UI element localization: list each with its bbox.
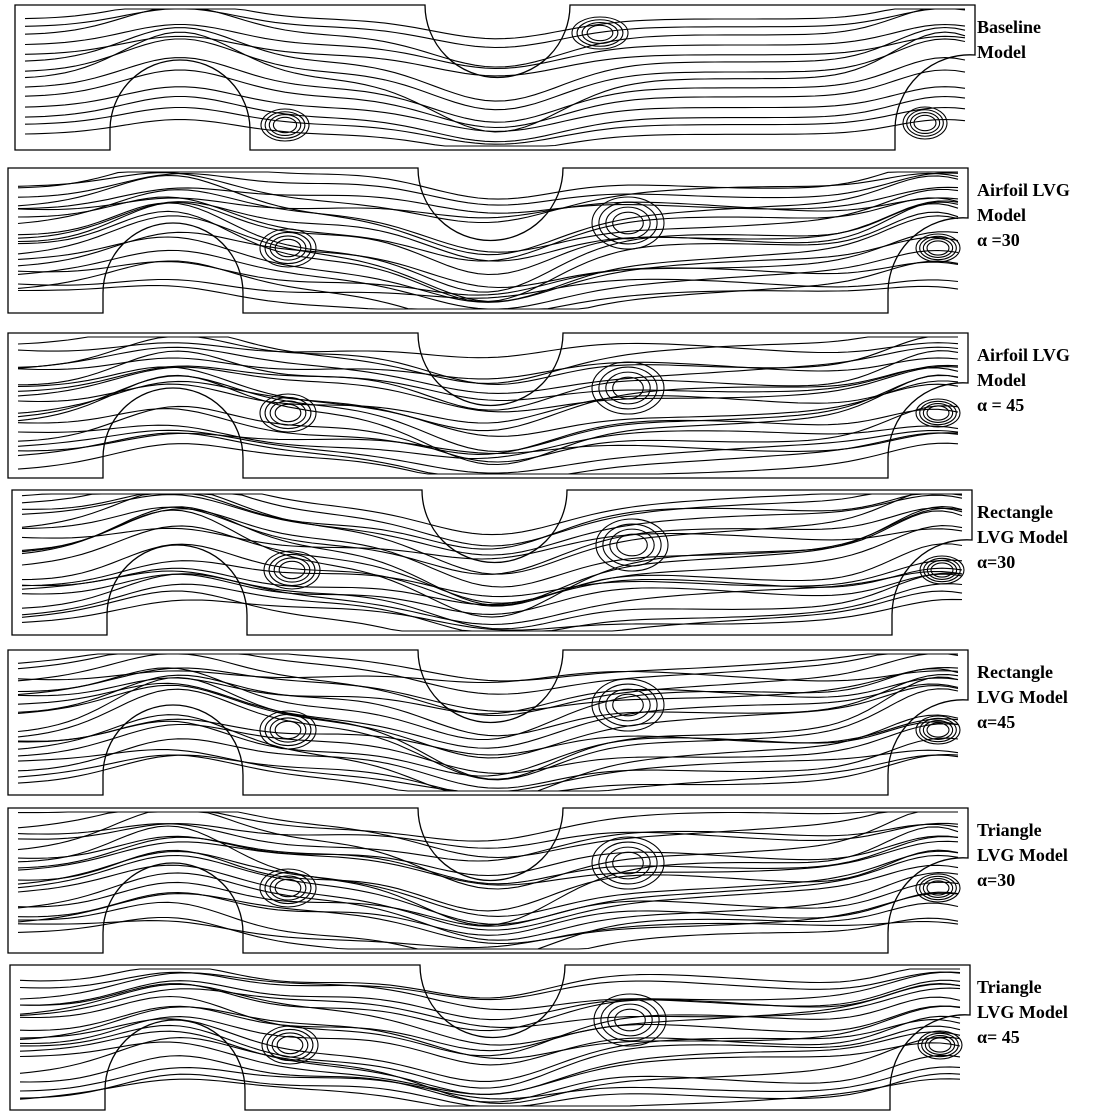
vortex [599, 367, 657, 409]
streamline [18, 262, 958, 296]
panel-label: α = 45 [977, 395, 1024, 415]
streamline [18, 689, 958, 780]
streamline [20, 1055, 960, 1102]
streamline [18, 812, 958, 858]
vortex [265, 112, 305, 138]
streamline [18, 892, 958, 935]
panel-label: Model [977, 42, 1026, 62]
vortex [914, 115, 936, 130]
streamline [18, 351, 958, 410]
panel-label: Triangle [977, 977, 1042, 997]
streamline [22, 571, 962, 625]
channel-wall [15, 5, 975, 150]
vortex [277, 1036, 303, 1053]
vortex [603, 524, 661, 566]
streamline [18, 216, 958, 302]
streamline [22, 494, 962, 546]
vortex [592, 679, 664, 731]
vortex [265, 714, 311, 745]
streamline [18, 430, 958, 473]
panel [8, 808, 968, 953]
page: {"panels": [ {"label": ["Baseline", "Mod… [0, 0, 1111, 1113]
streamline [18, 337, 958, 383]
vortex [927, 406, 949, 420]
panel [15, 5, 975, 150]
streamline [25, 108, 965, 145]
vortex [592, 362, 664, 414]
vortex [572, 17, 628, 49]
vortex [577, 20, 623, 46]
panel-label: Model [977, 370, 1026, 390]
panel-label: Rectangle [977, 502, 1053, 522]
streamline [22, 507, 962, 574]
streamline [18, 824, 958, 861]
vortex [273, 117, 296, 132]
streamline [18, 893, 958, 943]
panel-label: α=30 [977, 552, 1015, 572]
figure: Baseline Model Airfoil LVG Model α =30 Airfoi… [0, 0, 1111, 1113]
panel-label: α= 45 [977, 1027, 1020, 1047]
streamline [18, 343, 958, 358]
streamline [22, 494, 962, 549]
panel-label: LVG Model [977, 845, 1068, 865]
streamline [25, 87, 965, 132]
vortex [260, 394, 316, 432]
panel-label: Baseline [977, 17, 1041, 37]
panel [8, 168, 968, 313]
vortex [927, 241, 949, 255]
streamline [22, 510, 962, 617]
vortex [265, 397, 311, 428]
panel-label: Model [977, 205, 1026, 225]
panel-label: LVG Model [977, 527, 1068, 547]
panel-label: LVG Model [977, 1002, 1068, 1022]
vortex [267, 1029, 313, 1060]
vortex [599, 842, 657, 884]
vortex [931, 563, 953, 577]
vortex [617, 534, 648, 556]
vortex [927, 723, 949, 737]
streamline [25, 39, 965, 110]
streamline [20, 1031, 960, 1094]
vortex [601, 999, 659, 1041]
streamline [22, 528, 962, 559]
streamline [25, 9, 965, 39]
panel-label: α=30 [977, 870, 1015, 890]
panel [10, 965, 970, 1110]
streamline [18, 918, 958, 950]
streamline [18, 668, 958, 712]
streamline [25, 97, 965, 142]
vortex [929, 1038, 951, 1052]
vortex [615, 1009, 646, 1031]
vortex [920, 236, 957, 259]
streamline [18, 367, 958, 431]
panel-label: α=45 [977, 712, 1015, 732]
streamline [22, 584, 962, 631]
panel-label: Triangle [977, 820, 1042, 840]
streamline [18, 279, 958, 298]
streamline [18, 836, 958, 876]
streamline [18, 173, 958, 205]
streamline [18, 203, 958, 292]
streamline [20, 1042, 960, 1094]
panel [8, 333, 968, 478]
panel [12, 490, 972, 635]
vortex [920, 401, 957, 424]
panel-label: LVG Model [977, 687, 1068, 707]
vortex [275, 721, 301, 738]
vortex [920, 876, 957, 899]
streamline [22, 507, 962, 606]
vortex [279, 561, 305, 578]
panel [8, 650, 968, 795]
streamline [18, 409, 958, 455]
vortex [587, 25, 613, 40]
vortex [924, 558, 961, 581]
streamline [18, 286, 958, 310]
streamline [20, 984, 960, 1045]
panel-label: Rectangle [977, 662, 1053, 682]
panel-label: Airfoil LVG [977, 345, 1070, 365]
streamline [25, 70, 965, 128]
panel-label: α =30 [977, 230, 1020, 250]
panel-label: Airfoil LVG [977, 180, 1070, 200]
vortex [260, 711, 316, 749]
